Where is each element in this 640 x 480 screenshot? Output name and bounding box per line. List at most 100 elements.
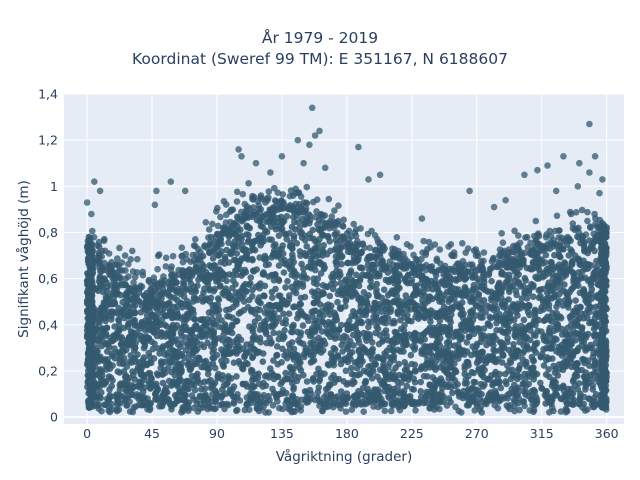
- scatter-point: [130, 371, 137, 379]
- scatter-point: [114, 255, 121, 262]
- scatter-point: [477, 314, 485, 321]
- scatter-point: [116, 360, 123, 367]
- scatter-point: [364, 302, 371, 309]
- scatter-point: [234, 260, 241, 267]
- scatter-point: [353, 365, 361, 372]
- scatter-point: [315, 226, 322, 233]
- scatter-point: [316, 376, 324, 383]
- scatter-point: [106, 408, 114, 416]
- scatter-point: [334, 221, 342, 228]
- scatter-point: [469, 391, 477, 399]
- scatter-point: [490, 342, 497, 349]
- scatter-point: [256, 398, 264, 406]
- scatter-point: [262, 326, 269, 334]
- scatter-point: [543, 394, 550, 401]
- scatter-point: [281, 230, 288, 237]
- scatter-point: [271, 184, 278, 192]
- scatter-point: [410, 398, 418, 406]
- scatter-point: [299, 322, 307, 329]
- scatter-point: [181, 319, 188, 327]
- scatter-point: [517, 253, 524, 261]
- scatter-point: [305, 211, 313, 218]
- scatter-point: [405, 271, 412, 279]
- scatter-point: [220, 331, 227, 339]
- scatter-point: [404, 317, 412, 324]
- scatter-point: [98, 342, 105, 350]
- scatter-point: [447, 296, 455, 304]
- scatter-point: [382, 327, 390, 334]
- scatter-point: [222, 285, 230, 292]
- scatter-point: [367, 352, 374, 359]
- scatter-point: [245, 180, 252, 187]
- scatter-point: [335, 287, 343, 295]
- scatter-point: [214, 222, 222, 230]
- scatter-point: [432, 268, 440, 276]
- scatter-point: [275, 330, 283, 337]
- scatter-point: [467, 326, 475, 334]
- scatter-point: [569, 390, 577, 397]
- scatter-point: [197, 392, 204, 400]
- scatter-point: [285, 341, 293, 348]
- scatter-point: [303, 243, 311, 250]
- scatter-point: [223, 306, 230, 314]
- scatter-point: [373, 260, 381, 268]
- scatter-point: [199, 324, 206, 331]
- scatter-point: [351, 371, 358, 379]
- scatter-point: [452, 285, 460, 293]
- scatter-point: [388, 354, 396, 362]
- scatter-point: [518, 301, 526, 308]
- scatter-point: [229, 248, 236, 255]
- scatter-point: [145, 304, 152, 312]
- scatter-point: [332, 376, 340, 383]
- scatter-point: [298, 260, 305, 268]
- scatter-point: [269, 294, 276, 302]
- scatter-point: [288, 242, 295, 250]
- scatter-point: [121, 373, 129, 381]
- scatter-point: [451, 382, 459, 390]
- scatter-point: [588, 290, 595, 297]
- scatter-point: [158, 280, 165, 287]
- scatter-point: [249, 395, 256, 403]
- scatter-point: [273, 352, 280, 359]
- scatter-point: [132, 332, 139, 339]
- scatter-point: [404, 279, 412, 287]
- scatter-point: [411, 346, 418, 353]
- scatter-point: [103, 301, 111, 309]
- scatter-point: [190, 242, 198, 249]
- scatter-point: [272, 301, 280, 309]
- scatter-point: [362, 379, 369, 386]
- scatter-point: [556, 253, 563, 260]
- scatter-point: [230, 400, 238, 407]
- scatter-point: [530, 386, 538, 394]
- scatter-point: [95, 238, 103, 246]
- scatter-point: [143, 360, 150, 368]
- scatter-point: [431, 241, 439, 248]
- scatter-point: [319, 407, 326, 415]
- scatter-point: [369, 345, 377, 353]
- scatter-point: [347, 269, 354, 276]
- scatter-point: [270, 329, 277, 337]
- scatter-point: [580, 286, 587, 293]
- scatter-point: [519, 282, 527, 290]
- scatter-point: [532, 321, 539, 329]
- scatter-point: [111, 290, 118, 297]
- scatter-point: [204, 405, 211, 413]
- scatter-point: [429, 353, 437, 360]
- scatter-point: [158, 329, 165, 336]
- scatter-point: [523, 333, 530, 341]
- scatter-point: [257, 192, 265, 199]
- scatter-point: [363, 333, 371, 340]
- scatter-point: [493, 263, 501, 271]
- scatter-point: [199, 329, 206, 337]
- scatter-point: [535, 248, 542, 255]
- scatter-point: [498, 294, 505, 302]
- scatter-point: [165, 396, 173, 404]
- scatter-point: [234, 344, 241, 352]
- scatter-point: [95, 380, 102, 388]
- scatter-point: [207, 326, 214, 333]
- scatter-point: [184, 310, 191, 318]
- scatter-point: [445, 332, 452, 340]
- scatter-point: [199, 267, 206, 274]
- scatter-point: [420, 284, 427, 292]
- scatter-point: [292, 200, 300, 208]
